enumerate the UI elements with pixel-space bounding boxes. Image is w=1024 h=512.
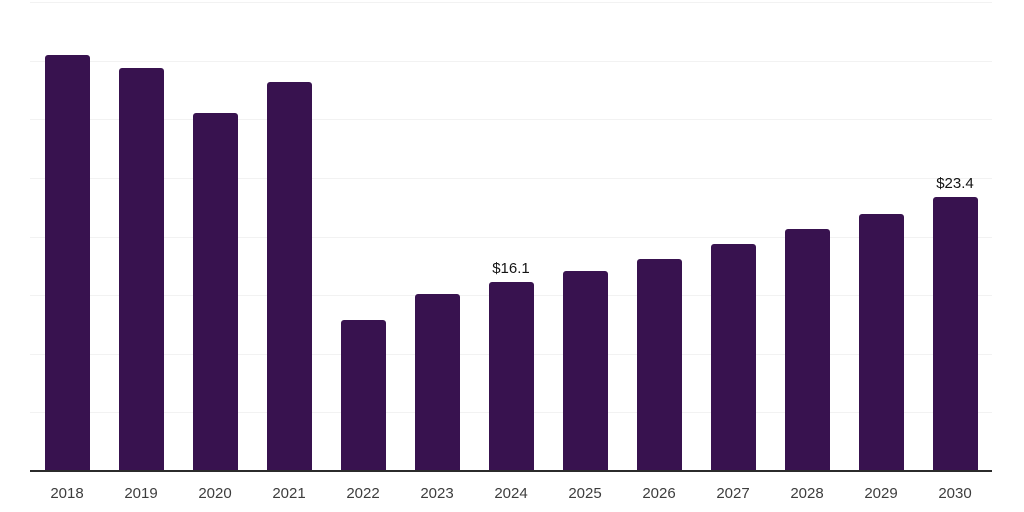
- bar-2026[interactable]: [636, 259, 682, 471]
- x-tick-label-2029: 2029: [864, 485, 898, 502]
- gridline-y-20: [30, 236, 992, 238]
- bar-2021[interactable]: [266, 82, 312, 471]
- x-tick-label-2020: 2020: [198, 485, 232, 502]
- bar-2020[interactable]: [192, 113, 238, 471]
- x-tick-label-2024: 2024: [494, 485, 528, 502]
- bar-2027[interactable]: [710, 244, 756, 471]
- x-tick-label-2028: 2028: [790, 485, 824, 502]
- bar-2023[interactable]: [414, 294, 460, 471]
- x-tick-label-2025: 2025: [568, 485, 602, 502]
- bar-2030[interactable]: [932, 197, 978, 471]
- gridline-y-35: [30, 60, 992, 62]
- x-tick-label-2023: 2023: [420, 485, 454, 502]
- x-tick-label-2026: 2026: [642, 485, 676, 502]
- x-tick-label-2022: 2022: [346, 485, 380, 502]
- x-tick-label-2019: 2019: [124, 485, 158, 502]
- x-tick-label-2027: 2027: [716, 485, 750, 502]
- x-axis-line: [30, 470, 992, 472]
- bar-2022[interactable]: [340, 320, 386, 471]
- x-tick-label-2018: 2018: [50, 485, 84, 502]
- bar-2029[interactable]: [858, 214, 904, 471]
- bar-2028[interactable]: [784, 229, 830, 471]
- bar-2019[interactable]: [118, 68, 164, 471]
- x-tick-label-2021: 2021: [272, 485, 306, 502]
- gridline-y-40: [30, 2, 992, 3]
- bar-value-label-2024: $16.1: [492, 260, 530, 277]
- bar-2018[interactable]: [44, 55, 90, 471]
- bar-2024[interactable]: [488, 282, 534, 471]
- gridline-y-25: [30, 177, 992, 179]
- bar-2025[interactable]: [562, 271, 608, 471]
- bar-value-label-2030: $23.4: [936, 175, 974, 192]
- gridline-y-30: [30, 119, 992, 121]
- x-tick-label-2030: 2030: [938, 485, 972, 502]
